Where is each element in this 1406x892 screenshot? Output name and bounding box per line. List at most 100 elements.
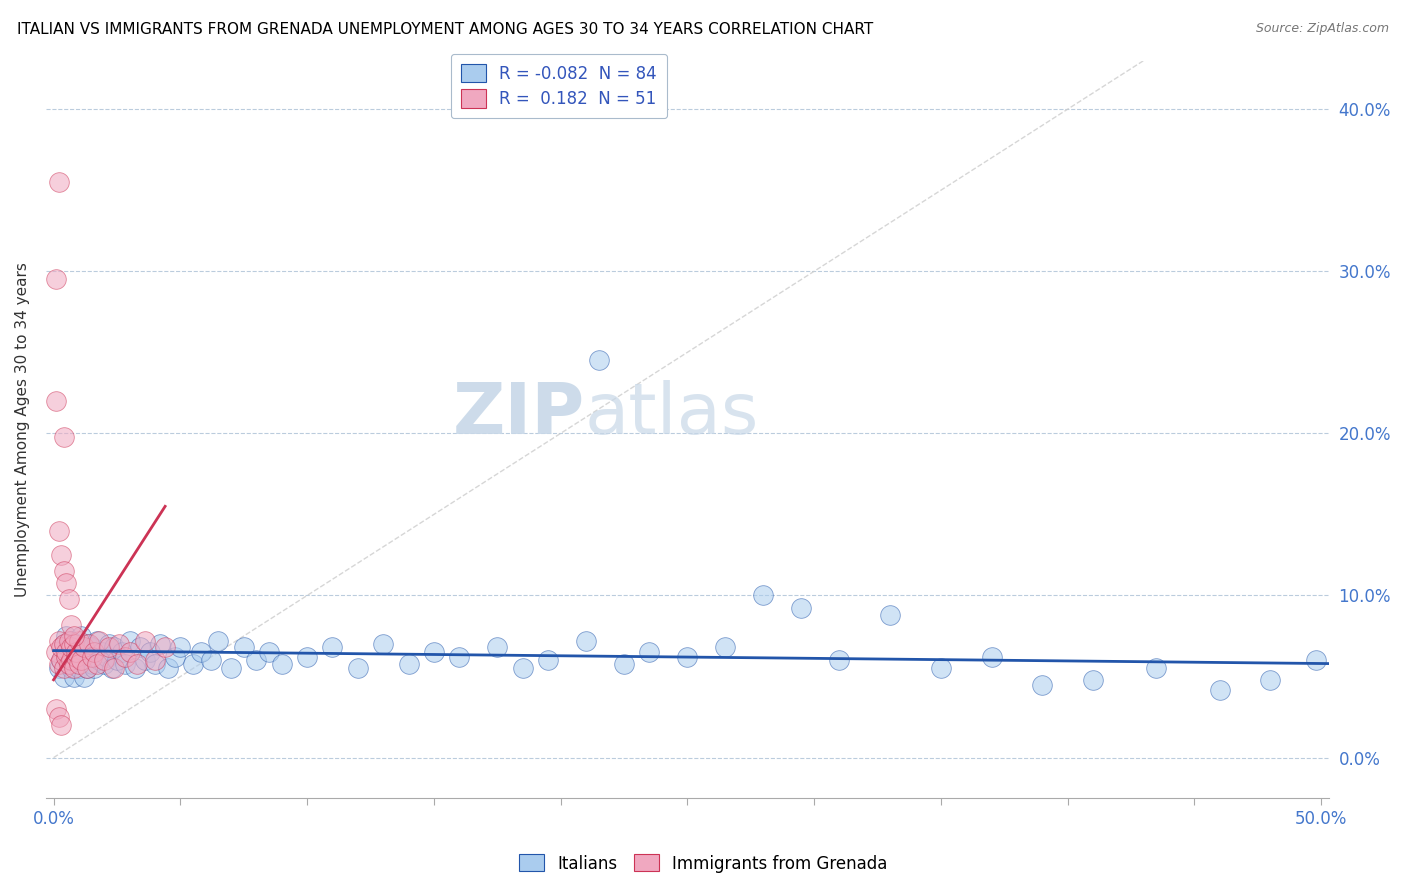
Point	[58, 657, 80, 671]
Point	[714, 640, 737, 655]
Point	[103, 640, 125, 655]
Point	[449, 650, 471, 665]
Point	[52, 661, 75, 675]
Point	[60, 661, 83, 675]
Point	[77, 637, 100, 651]
Point	[48, 657, 70, 671]
Point	[118, 645, 141, 659]
Point	[828, 653, 851, 667]
Point	[181, 657, 204, 671]
Point	[52, 564, 75, 578]
Point	[77, 650, 100, 665]
Point	[398, 657, 420, 671]
Point	[139, 645, 162, 659]
Point	[60, 633, 83, 648]
Point	[232, 640, 254, 655]
Point	[127, 657, 149, 671]
Text: ITALIAN VS IMMIGRANTS FROM GRENADA UNEMPLOYMENT AMONG AGES 30 TO 34 YEARS CORREL: ITALIAN VS IMMIGRANTS FROM GRENADA UNEMP…	[17, 22, 873, 37]
Point	[45, 645, 67, 659]
Point	[55, 650, 77, 665]
Legend: R = -0.082  N = 84, R =  0.182  N = 51: R = -0.082 N = 84, R = 0.182 N = 51	[451, 54, 666, 118]
Point	[48, 175, 70, 189]
Point	[143, 657, 166, 671]
Point	[83, 645, 105, 659]
Point	[83, 661, 105, 675]
Point	[70, 653, 93, 667]
Point	[1081, 673, 1104, 687]
Point	[346, 661, 368, 675]
Point	[52, 429, 75, 443]
Point	[51, 718, 73, 732]
Point	[638, 645, 661, 659]
Point	[48, 524, 70, 538]
Point	[52, 637, 75, 651]
Point	[114, 650, 136, 665]
Point	[423, 645, 446, 659]
Point	[149, 637, 172, 651]
Point	[58, 591, 80, 606]
Point	[89, 653, 111, 667]
Point	[51, 653, 73, 667]
Point	[80, 650, 103, 665]
Point	[65, 637, 87, 651]
Point	[86, 633, 108, 648]
Point	[76, 661, 98, 675]
Point	[58, 657, 80, 671]
Point	[63, 645, 86, 659]
Point	[45, 702, 67, 716]
Point	[114, 657, 136, 671]
Point	[73, 669, 96, 683]
Point	[58, 640, 80, 655]
Point	[575, 633, 598, 648]
Point	[65, 645, 87, 659]
Point	[103, 661, 125, 675]
Point	[1209, 682, 1232, 697]
Point	[76, 637, 98, 651]
Point	[879, 607, 901, 622]
Point	[80, 640, 103, 655]
Point	[190, 645, 212, 659]
Point	[89, 633, 111, 648]
Point	[588, 353, 610, 368]
Point	[67, 640, 90, 655]
Point	[51, 640, 73, 655]
Point	[153, 640, 176, 655]
Point	[257, 645, 280, 659]
Point	[70, 629, 93, 643]
Point	[65, 650, 87, 665]
Point	[245, 653, 267, 667]
Point	[613, 657, 636, 671]
Point	[63, 637, 86, 651]
Point	[48, 661, 70, 675]
Point	[90, 645, 112, 659]
Point	[143, 653, 166, 667]
Point	[60, 653, 83, 667]
Point	[134, 653, 156, 667]
Point	[51, 653, 73, 667]
Point	[790, 601, 813, 615]
Point	[58, 633, 80, 648]
Point	[118, 633, 141, 648]
Point	[165, 650, 187, 665]
Point	[108, 637, 131, 651]
Point	[60, 640, 83, 655]
Point	[512, 661, 534, 675]
Point	[65, 653, 87, 667]
Point	[98, 640, 121, 655]
Point	[80, 657, 103, 671]
Text: ZIP: ZIP	[453, 380, 585, 449]
Point	[1144, 661, 1167, 675]
Point	[676, 650, 699, 665]
Point	[48, 710, 70, 724]
Point	[52, 637, 75, 651]
Point	[200, 653, 222, 667]
Point	[55, 629, 77, 643]
Point	[321, 640, 343, 655]
Point	[929, 661, 952, 675]
Legend: Italians, Immigrants from Grenada: Italians, Immigrants from Grenada	[512, 847, 894, 880]
Point	[105, 653, 128, 667]
Point	[51, 548, 73, 562]
Text: atlas: atlas	[585, 380, 759, 449]
Point	[67, 657, 90, 671]
Point	[86, 657, 108, 671]
